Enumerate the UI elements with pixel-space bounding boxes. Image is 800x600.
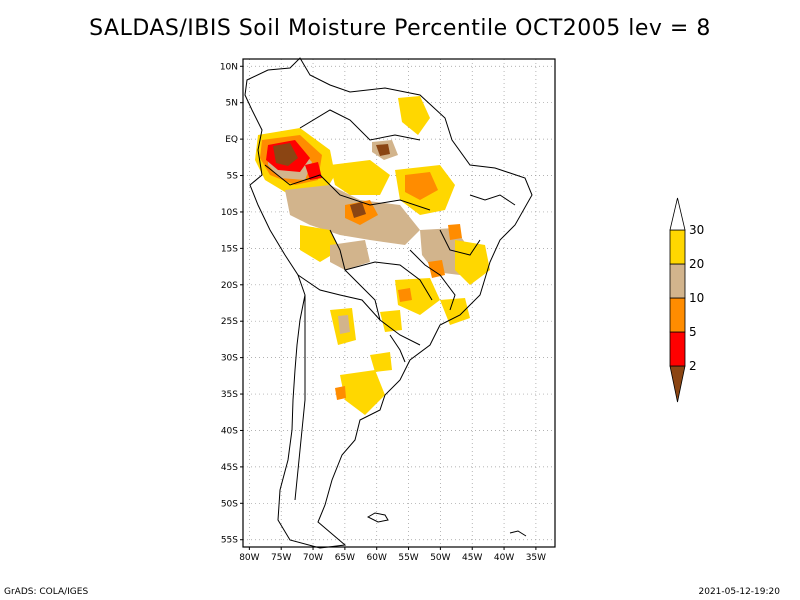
lat-tick-label: 35S <box>221 390 238 400</box>
lon-tick-label: 50W <box>430 553 450 563</box>
lat-tick-label: 15S <box>221 244 238 254</box>
lon-tick-label: 70W <box>303 553 323 563</box>
falkland-islands <box>366 512 389 523</box>
shade-area <box>330 240 370 270</box>
country-border <box>409 249 456 311</box>
shade-area <box>376 144 390 156</box>
lon-tick-label: 60W <box>367 553 387 563</box>
shade-area <box>340 370 385 415</box>
country-border <box>297 274 421 346</box>
country-border <box>264 164 431 211</box>
shade-area <box>405 172 438 200</box>
south-georgia <box>509 530 527 537</box>
shade-area <box>380 310 402 332</box>
legend-swatch <box>669 229 686 265</box>
legend-swatch <box>669 263 686 299</box>
lat-tick-label: 55S <box>221 536 238 546</box>
country-border <box>299 109 421 141</box>
country-border <box>344 261 433 301</box>
lon-tick-label: 40W <box>494 553 514 563</box>
shade-area <box>350 202 366 218</box>
lon-tick-label: 80W <box>239 553 259 563</box>
legend-swatch <box>669 197 686 231</box>
shade-area <box>398 288 412 302</box>
country-border <box>469 194 516 206</box>
shade-area <box>273 143 298 166</box>
legend-swatch <box>669 365 686 403</box>
shade-area <box>455 240 490 285</box>
legend-label: 30 <box>689 223 704 237</box>
country-border <box>439 229 481 256</box>
lat-tick-label: 25S <box>221 317 238 327</box>
country-border <box>389 334 406 363</box>
lon-tick-label: 45W <box>462 553 482 563</box>
shade-area <box>448 224 462 240</box>
south-america-coastline <box>244 57 533 549</box>
percentile-shading <box>255 96 490 415</box>
lon-tick-label: 55W <box>398 553 418 563</box>
lat-tick-label: 40S <box>221 426 238 436</box>
axis-ticks: 10N 5N EQ 5S 10S 15S 20S 25S 30S 35S 40S 45S 50S 55S8… <box>220 62 546 563</box>
lon-tick-label: 75W <box>271 553 291 563</box>
country-border <box>294 295 306 501</box>
color-legend: 2 5 10 20 30 <box>669 197 704 403</box>
legend-label: 10 <box>689 291 704 305</box>
map-title: SALDAS/IBIS Soil Moisture Percentile OCT… <box>89 16 711 41</box>
lat-tick-label: 45S <box>221 463 238 473</box>
continent-outline <box>244 57 533 549</box>
legend-label: 20 <box>689 257 704 271</box>
country-border <box>329 229 381 321</box>
shade-area <box>398 96 430 135</box>
lon-tick-label: 65W <box>335 553 355 563</box>
shade-area <box>440 298 470 325</box>
shade-area <box>370 352 392 372</box>
footer-timestamp: 2021-05-12-19:20 <box>698 587 781 597</box>
shade-area <box>395 278 440 315</box>
lon-tick-label: 35W <box>526 553 546 563</box>
legend-swatch <box>669 297 686 333</box>
legend-swatch <box>669 331 686 367</box>
lat-tick-label: 30S <box>221 354 238 364</box>
shade-area <box>428 260 445 278</box>
lat-tick-label: 50S <box>221 499 238 509</box>
lat-tick-label: 20S <box>221 281 238 291</box>
lat-tick-label: EQ <box>225 135 238 145</box>
lat-tick-label: 10N <box>220 62 238 72</box>
lat-tick-label: 10S <box>221 208 238 218</box>
lat-tick-label: 5S <box>227 172 239 182</box>
map-frame <box>242 58 556 548</box>
shade-area <box>338 315 350 334</box>
legend-label: 5 <box>689 325 697 339</box>
shade-area <box>330 160 390 195</box>
lat-tick-label: 5N <box>226 99 238 109</box>
legend-label: 2 <box>689 359 697 373</box>
footer-credit: GrADS: COLA/IGES <box>4 587 89 597</box>
shade-area <box>335 386 346 400</box>
